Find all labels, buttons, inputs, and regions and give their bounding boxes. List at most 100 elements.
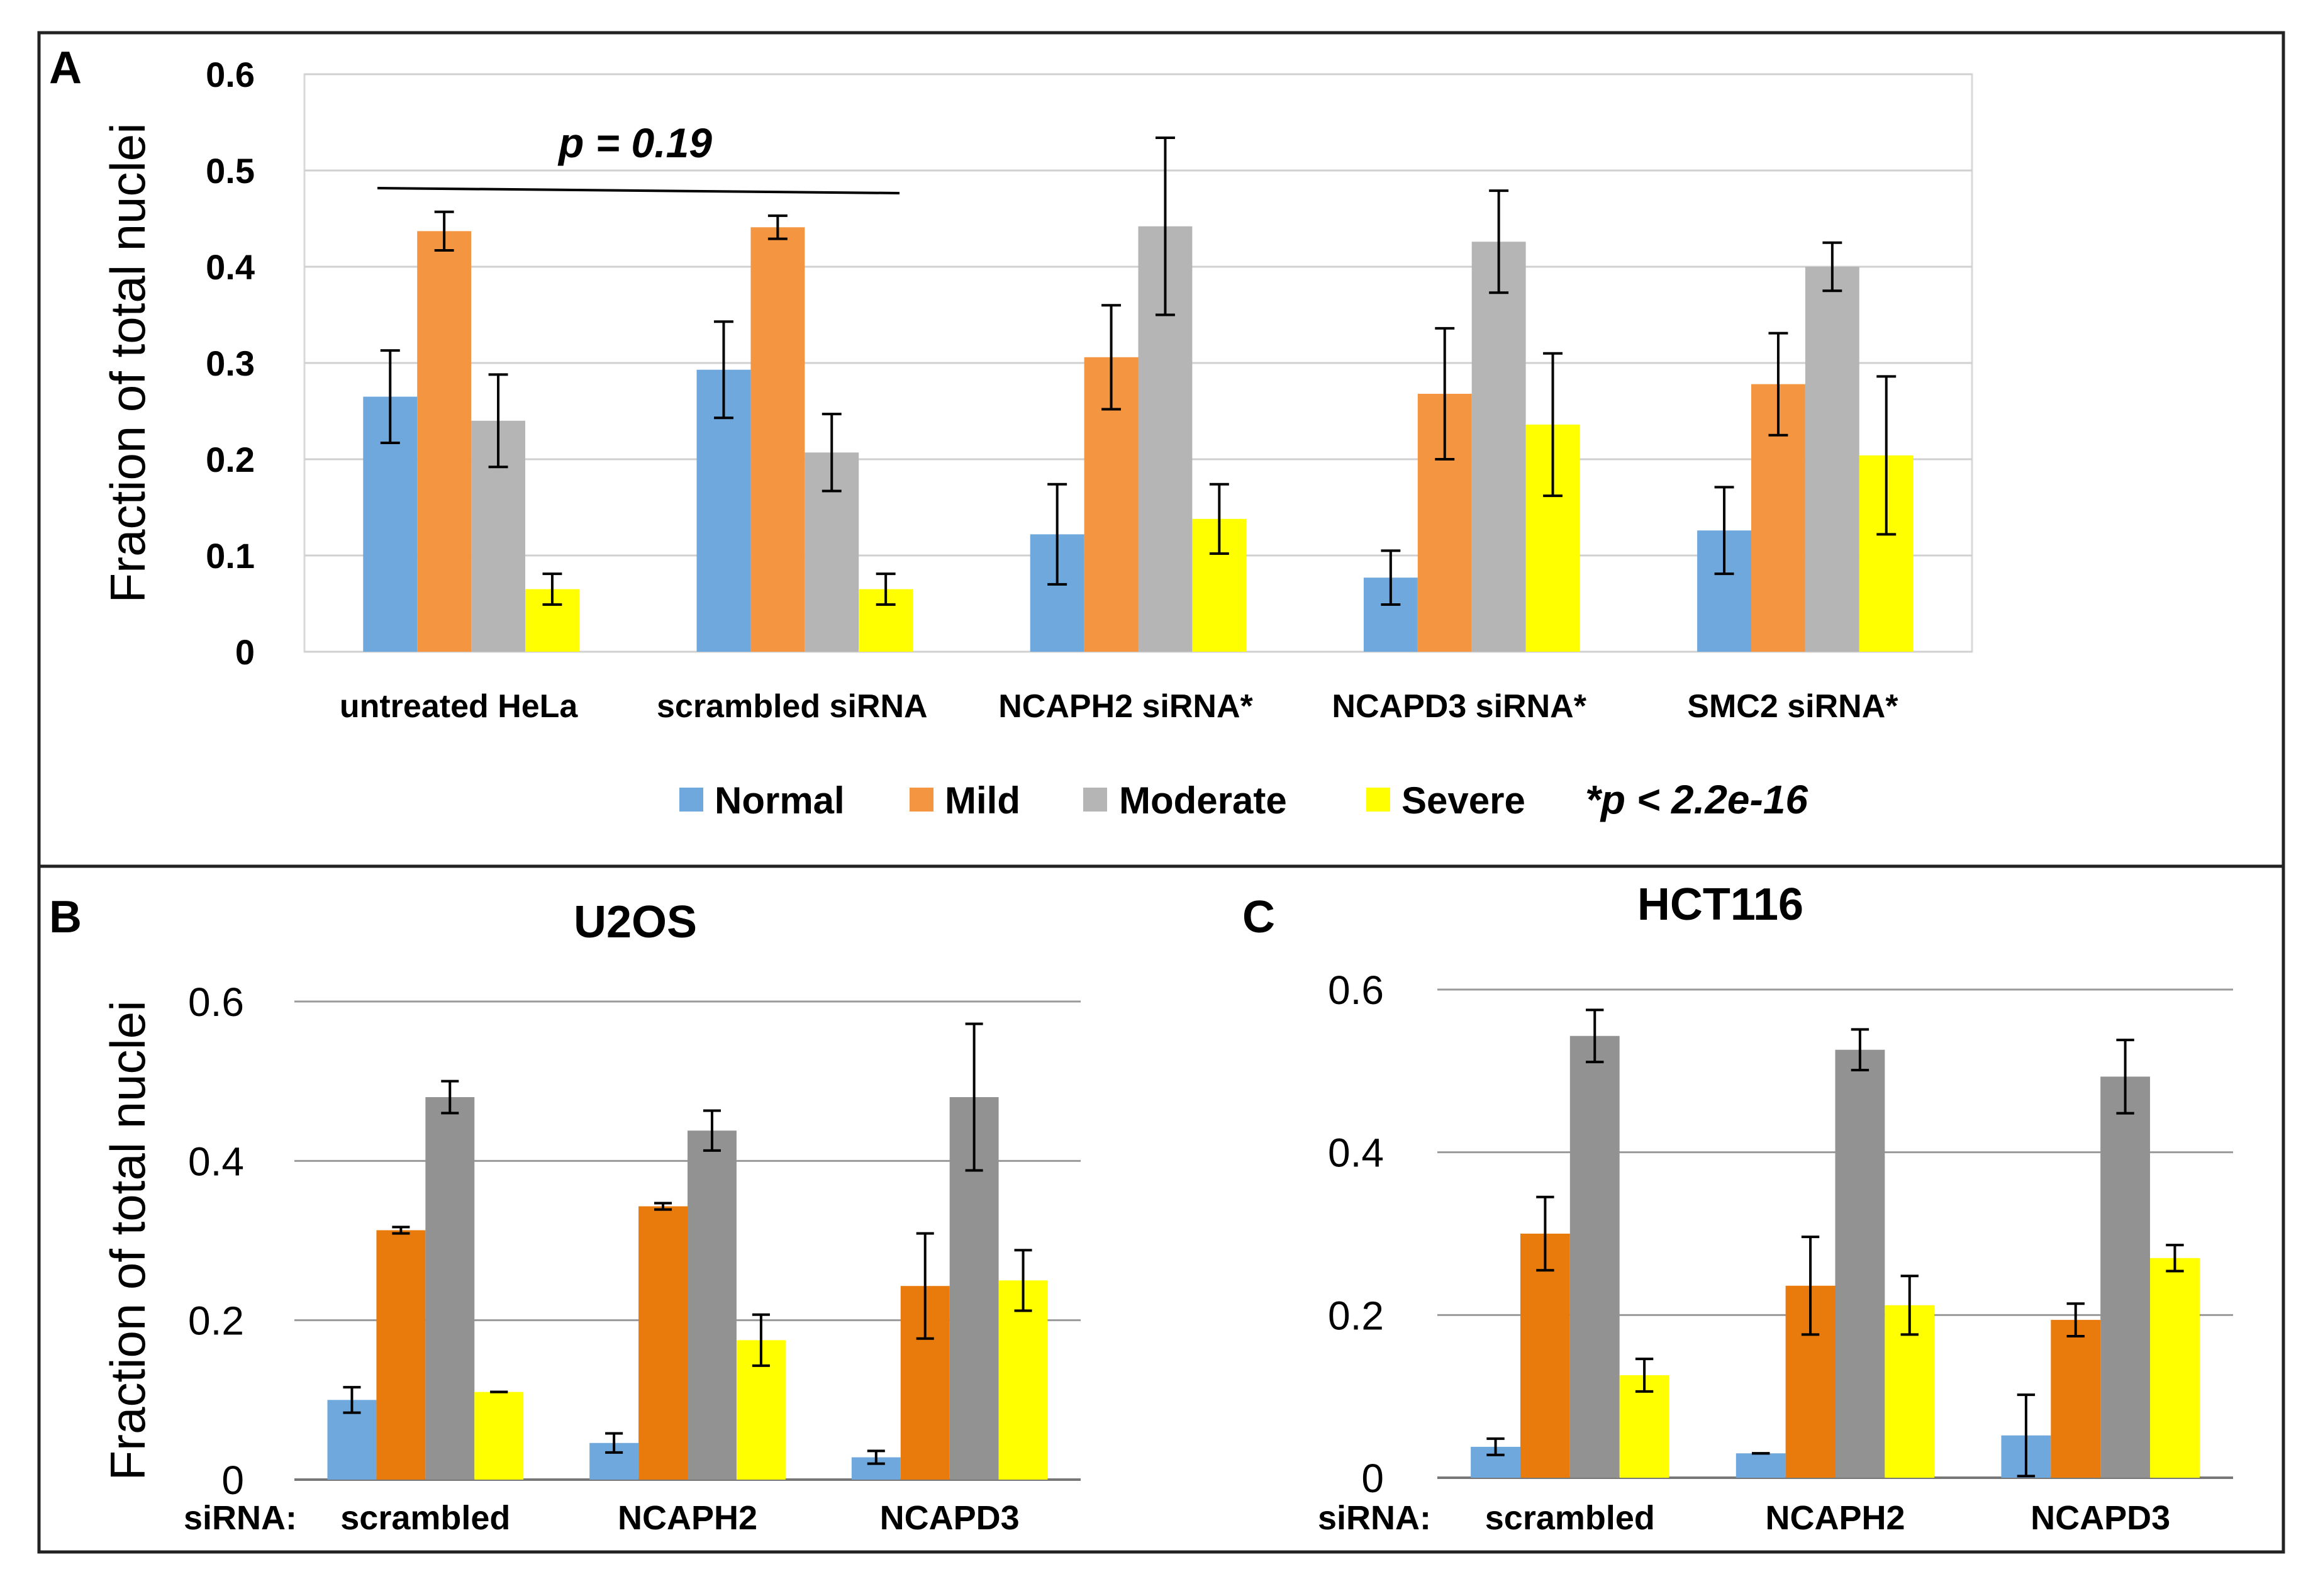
- charta-error-bar-scrambled-sirna-normal: [714, 320, 733, 420]
- chartc-error-bar-ncaph2-moderate: [1851, 1028, 1869, 1072]
- chartb-error-bar-scrambled-moderate: [441, 1080, 459, 1115]
- charta-y-tick-label: 0.3: [206, 343, 255, 383]
- legend-label-mild: Mild: [945, 779, 1020, 822]
- chartb-x-prefix-label: siRNA:: [184, 1499, 297, 1537]
- charta-error-bar-ncaph2-sirna-severe: [1209, 483, 1229, 555]
- charta-error-bar-untreated-hela-moderate: [488, 373, 508, 469]
- chartc-bar-ncaph2-moderate: [1835, 1049, 1885, 1478]
- charta-error-bar-smc2-sirna-normal: [1714, 486, 1734, 576]
- chartb-error-bar-ncaph2-normal: [605, 1432, 623, 1454]
- chartb-bar-scrambled-mild: [376, 1230, 426, 1480]
- chartb-error-bar-scrambled-normal: [343, 1386, 361, 1414]
- charta-y-axis-label: Fraction of total nuclei: [100, 123, 155, 603]
- charta-error-bar-untreated-hela-normal: [380, 349, 400, 444]
- charta-error-bar-ncaph2-sirna-normal: [1047, 483, 1067, 586]
- charta-y-tick-label: 0.1: [206, 536, 255, 576]
- chartb-x-tick-label: NCAPD3: [880, 1499, 1020, 1537]
- chartc-bar-ncaph2-normal: [1736, 1453, 1786, 1478]
- chartc-error-bar-scrambled-moderate: [1586, 1008, 1604, 1064]
- charta-error-bar-ncapd3-sirna-severe: [1543, 352, 1563, 498]
- panel-a-label: A: [49, 43, 82, 93]
- charta-x-tick-label: NCAPD3 siRNA*: [1332, 688, 1586, 725]
- chartc-error-bar-ncaph2-mild: [1801, 1236, 1820, 1336]
- charta-bar-smc2-sirna-moderate: [1805, 267, 1859, 652]
- chartb-bar-ncaph2-mild: [638, 1206, 688, 1480]
- charta-bar-untreated-hela-mild: [417, 231, 472, 652]
- chartb-y-tick-label: 0.4: [188, 1139, 244, 1184]
- chartc-y-tick-label: 0: [1361, 1456, 1384, 1501]
- chartb-y-axis-label: Fraction of total nuclei: [100, 1000, 155, 1480]
- chartc-bar-ncapd3-mild: [2051, 1320, 2101, 1478]
- chartc-x-prefix-label: siRNA:: [1318, 1499, 1431, 1537]
- chartc-bar-ncapd3-moderate: [2100, 1076, 2151, 1478]
- charta-error-bar-scrambled-sirna-moderate: [822, 413, 842, 493]
- chartb-error-bar-ncaph2-mild: [654, 1202, 672, 1211]
- charta-error-bar-ncapd3-sirna-mild: [1435, 326, 1455, 460]
- chartb-error-bar-ncapd3-mild: [916, 1232, 934, 1340]
- charta-y-tick-label: 0: [235, 632, 255, 672]
- charta-error-bar-ncaph2-sirna-mild: [1101, 304, 1122, 411]
- chartc-x-tick-label: NCAPH2: [1765, 1499, 1905, 1537]
- charta-error-bar-ncapd3-sirna-normal: [1381, 549, 1401, 606]
- chartb-title: U2OS: [574, 897, 697, 947]
- chartc-y-tick-label: 0.6: [1328, 968, 1384, 1013]
- charta-error-bar-ncaph2-sirna-moderate: [1155, 136, 1175, 316]
- chartc-x-tick-label: scrambled: [1485, 1499, 1655, 1537]
- legend-significance-note: *p < 2.2e-16: [1585, 777, 1808, 822]
- panel-c-label: C: [1242, 892, 1275, 942]
- chartb-bar-scrambled-moderate: [425, 1097, 475, 1480]
- panel-bc-frame: [37, 864, 2285, 1554]
- chartc-error-bar-ncapd3-moderate: [2116, 1039, 2134, 1115]
- charta-x-tick-label: NCAPH2 siRNA*: [998, 688, 1253, 725]
- chartc-bar-scrambled-moderate: [1569, 1035, 1620, 1478]
- charta-error-bar-scrambled-sirna-severe: [876, 572, 896, 606]
- legend-swatch-moderate: [1083, 788, 1107, 812]
- chartb-error-bar-ncapd3-severe: [1014, 1249, 1032, 1312]
- legend-label-moderate: Moderate: [1119, 779, 1287, 822]
- chart-b: 0 0.2 0.4 0.6 scrambled NCAPH2 NCAPD3 siRNA: Fra…: [100, 897, 1081, 1537]
- charta-y-tick-label: 0.4: [206, 247, 255, 287]
- chartb-error-bar-ncaph2-severe: [752, 1313, 770, 1367]
- legend-swatch-normal: [679, 788, 703, 812]
- charta-error-bar-smc2-sirna-mild: [1768, 332, 1788, 437]
- chartc-bar-ncapd3-severe: [2150, 1258, 2200, 1478]
- charta-error-bar-ncapd3-sirna-moderate: [1489, 189, 1509, 294]
- chartc-x-tick-label: NCAPD3: [2031, 1499, 2170, 1537]
- chartb-error-bar-ncaph2-moderate: [703, 1109, 721, 1152]
- charta-error-bar-scrambled-sirna-mild: [767, 214, 788, 240]
- chartc-error-bar-ncapd3-mild: [2066, 1302, 2085, 1337]
- chartb-bar-ncaph2-moderate: [688, 1130, 737, 1480]
- chartb-y-tick-label: 0: [221, 1458, 244, 1503]
- chartb-y-tick-label: 0.2: [188, 1298, 244, 1344]
- chart-a: 0 0.1 0.2 0.3 0.4 0.5 0.6 untreated HeLa scrambl…: [100, 55, 1973, 725]
- chartc-error-bar-scrambled-mild: [1536, 1195, 1554, 1272]
- chartc-y-tick-label: 0.2: [1328, 1293, 1384, 1338]
- charta-bar-ncapd3-sirna-moderate: [1471, 242, 1526, 652]
- chartc-title: HCT116: [1637, 879, 1803, 930]
- chartb-y-tick-label: 0.6: [188, 979, 244, 1025]
- chartb-bar-scrambled-severe: [474, 1392, 524, 1480]
- charta-x-tick-label: untreated HeLa: [340, 688, 579, 725]
- chartc-error-bar-ncapd3-severe: [2166, 1244, 2184, 1273]
- legend-swatch-mild: [910, 788, 933, 812]
- charta-x-tick-label: SMC2 siRNA*: [1687, 688, 1898, 725]
- chartc-error-bar-ncaph2-severe: [1900, 1275, 1919, 1336]
- charta-x-tick-label: scrambled siRNA: [657, 688, 928, 725]
- charta-error-bar-untreated-hela-severe: [542, 572, 562, 606]
- charta-y-tick-label: 0.2: [206, 440, 255, 479]
- charta-error-bar-smc2-sirna-moderate: [1822, 241, 1842, 293]
- p-value-annotation: p = 0.19: [557, 120, 712, 166]
- p-value-bracket-line: [377, 187, 900, 194]
- charta-error-bar-smc2-sirna-severe: [1876, 375, 1897, 536]
- chartb-error-bar-scrambled-mild: [392, 1225, 410, 1235]
- charta-bar-scrambled-sirna-mild: [750, 227, 805, 652]
- chart-c: 0 0.2 0.4 0.6 scrambled NCAPH2 NCAPD3 siRNA: HCT…: [1318, 879, 2233, 1537]
- charta-error-bar-untreated-hela-mild: [434, 210, 454, 252]
- chartb-error-bar-ncapd3-normal: [867, 1449, 885, 1465]
- panel-b-label: B: [49, 892, 82, 942]
- chartc-y-tick-label: 0.4: [1328, 1130, 1384, 1176]
- chartc-error-bar-ncapd3-normal: [2017, 1393, 2036, 1478]
- legend-label-severe: Severe: [1401, 779, 1525, 822]
- chartc-bar-scrambled-mild: [1520, 1234, 1570, 1478]
